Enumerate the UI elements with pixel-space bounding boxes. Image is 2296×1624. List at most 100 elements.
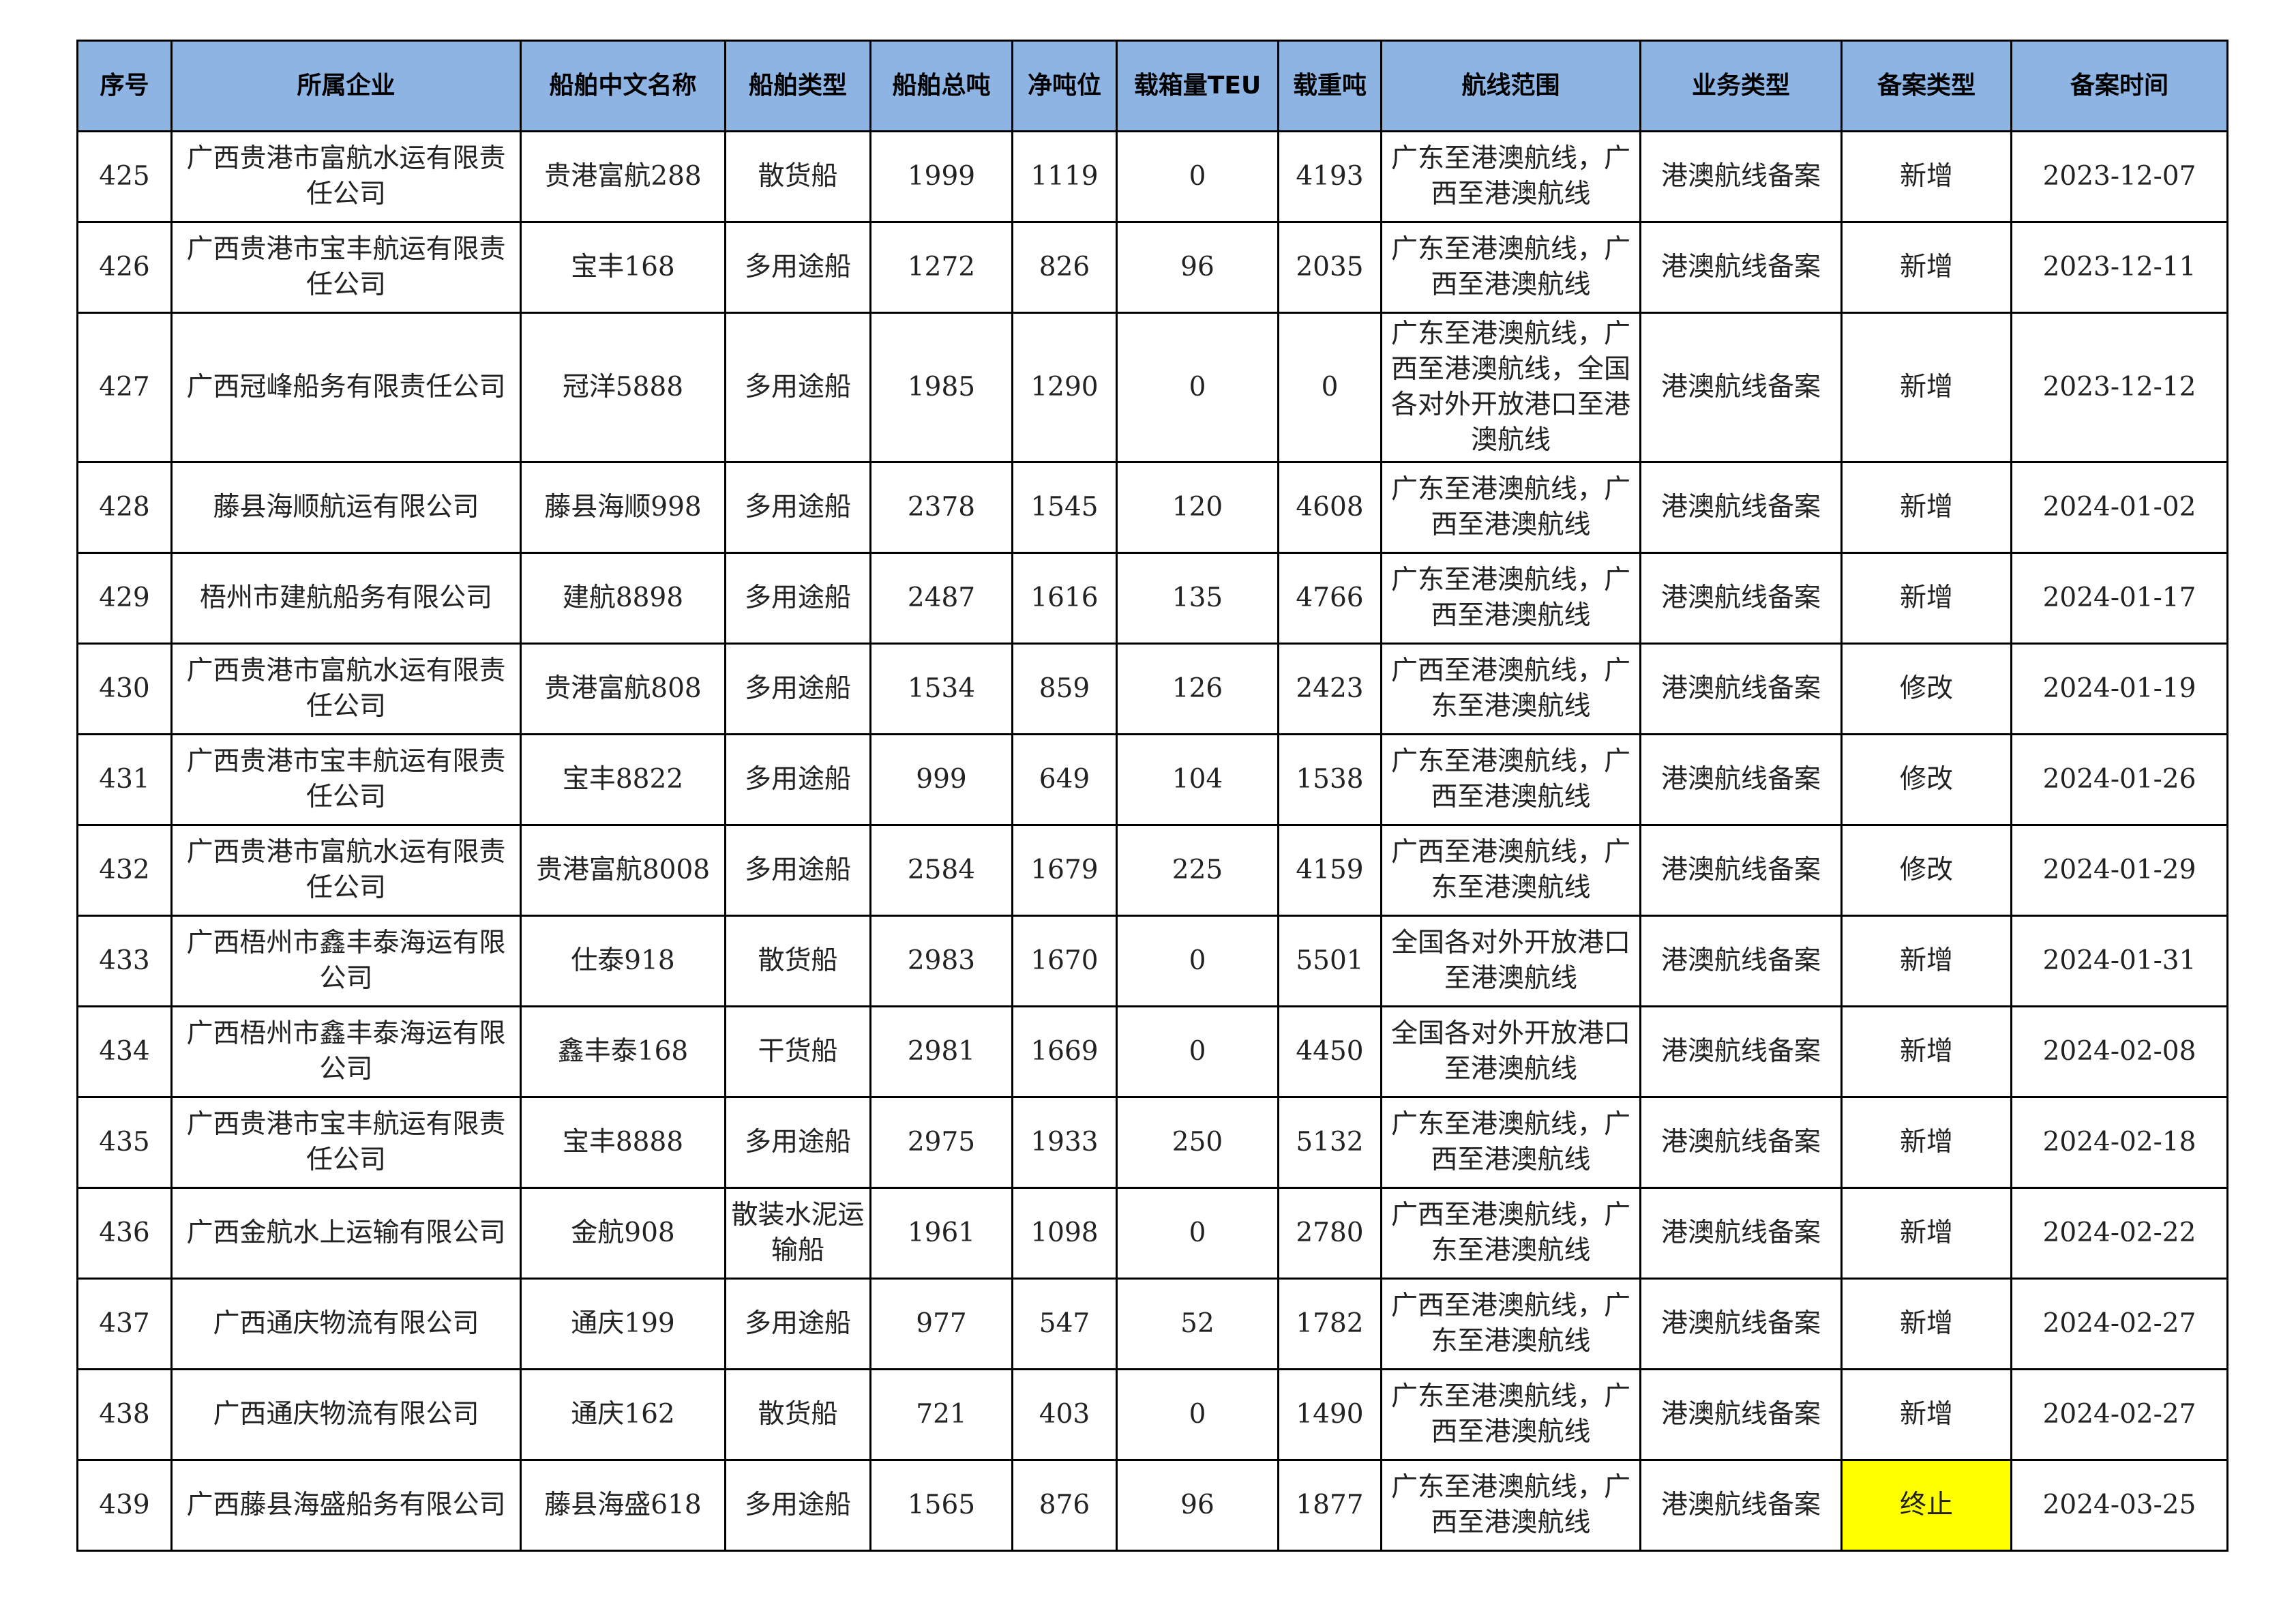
table-cell: 港澳航线备案 [1639, 461, 1843, 554]
table-cell: 广西至港澳航线，广东至港澳航线 [1380, 1187, 1641, 1280]
header-cell: 备案时间 [2010, 40, 2228, 132]
table-cell: 2983 [869, 915, 1013, 1007]
table-cell: 0 [1116, 915, 1279, 1007]
table-cell: 广西梧州市鑫丰泰海运有限公司 [170, 915, 522, 1007]
table-cell: 广西至港澳航线，广东至港澳航线 [1380, 643, 1641, 735]
table-cell: 1933 [1011, 1096, 1118, 1189]
table-cell: 修改 [1840, 824, 2012, 917]
table-row: 437 广西通庆物流有限公司 通庆199 多用途船 977 547 52 1782 广西至港澳航… [76, 1278, 2228, 1370]
table-cell: 0 [1116, 312, 1279, 463]
table-cell: 梧州市建航船务有限公司 [170, 552, 522, 645]
table-cell: 鑫丰泰168 [520, 1005, 726, 1098]
header-cell: 所属企业 [170, 40, 522, 132]
table-cell: 藤县海顺998 [520, 461, 726, 554]
table-cell: 721 [869, 1368, 1013, 1461]
table-cell: 135 [1116, 552, 1279, 645]
table-cell: 港澳航线备案 [1639, 824, 1843, 917]
table-cell: 广西梧州市鑫丰泰海运有限公司 [170, 1005, 522, 1098]
table-cell: 金航908 [520, 1187, 726, 1280]
table-cell: 649 [1011, 733, 1118, 826]
table-cell: 贵港富航288 [520, 130, 726, 223]
header-cell: 载重吨 [1277, 40, 1382, 132]
table-cell: 广西至港澳航线，广东至港澳航线 [1380, 1278, 1641, 1370]
table-cell: 港澳航线备案 [1639, 1368, 1843, 1461]
table-cell: 新增 [1840, 1278, 2012, 1370]
table-cell: 2024-01-26 [2010, 733, 2228, 826]
table-cell: 散货船 [724, 1368, 871, 1461]
table-cell: 新增 [1840, 461, 2012, 554]
table-cell: 1538 [1277, 733, 1382, 826]
table-cell: 1670 [1011, 915, 1118, 1007]
table-cell: 通庆199 [520, 1278, 726, 1370]
table-cell: 广东至港澳航线，广西至港澳航线 [1380, 1368, 1641, 1461]
table-cell: 0 [1277, 312, 1382, 463]
table-cell: 广西通庆物流有限公司 [170, 1368, 522, 1461]
table-cell: 2024-02-18 [2010, 1096, 2228, 1189]
table-cell: 2023-12-12 [2010, 312, 2228, 463]
table-cell: 4450 [1277, 1005, 1382, 1098]
table-cell: 港澳航线备案 [1639, 130, 1843, 223]
table-cell: 冠洋5888 [520, 312, 726, 463]
table-cell: 2024-02-27 [2010, 1368, 2228, 1461]
table-cell: 2024-01-29 [2010, 824, 2228, 917]
header-cell: 航线范围 [1380, 40, 1641, 132]
table-row: 432 广西贵港市富航水运有限责任公司 贵港富航8008 多用途船 2584 1679 22… [76, 824, 2228, 917]
table-row: 427 广西冠峰船务有限责任公司 冠洋5888 多用途船 1985 1290 0 0 广东至港澳… [76, 312, 2228, 463]
table-cell: 104 [1116, 733, 1279, 826]
table-cell: 广西冠峰船务有限责任公司 [170, 312, 522, 463]
table-cell: 多用途船 [724, 733, 871, 826]
table-cell: 0 [1116, 1368, 1279, 1461]
table-cell: 散货船 [724, 130, 871, 223]
table-cell: 2487 [869, 552, 1013, 645]
header-cell: 载箱量TEU [1116, 40, 1279, 132]
table-cell: 多用途船 [724, 221, 871, 314]
table-cell: 广东至港澳航线，广西至港澳航线，全国各对外开放港口至港澳航线 [1380, 312, 1641, 463]
table-cell: 多用途船 [724, 461, 871, 554]
table-row: 438 广西通庆物流有限公司 通庆162 散货船 721 403 0 1490 广东至港澳航线，… [76, 1368, 2228, 1461]
header-cell: 净吨位 [1011, 40, 1118, 132]
table-cell: 广西至港澳航线，广东至港澳航线 [1380, 824, 1641, 917]
table-cell: 1490 [1277, 1368, 1382, 1461]
table-cell: 2024-03-25 [2010, 1459, 2228, 1552]
table-cell: 全国各对外开放港口至港澳航线 [1380, 1005, 1641, 1098]
table-cell: 多用途船 [724, 1459, 871, 1552]
table-cell: 4193 [1277, 130, 1382, 223]
header-cell: 序号 [76, 40, 173, 132]
table-cell: 0 [1116, 1005, 1279, 1098]
table-row: 435 广西贵港市宝丰航运有限责任公司 宝丰8888 多用途船 2975 1933 250 5… [76, 1096, 2228, 1189]
table-cell: 广西金航水上运输有限公司 [170, 1187, 522, 1280]
header-cell: 船舶中文名称 [520, 40, 726, 132]
table-cell: 2981 [869, 1005, 1013, 1098]
table-cell: 1679 [1011, 824, 1118, 917]
table-cell: 826 [1011, 221, 1118, 314]
table-cell: 2024-02-27 [2010, 1278, 2228, 1370]
table-row: 433 广西梧州市鑫丰泰海运有限公司 仕泰918 散货船 2983 1670 0 5501 全国… [76, 915, 2228, 1007]
table-cell: 港澳航线备案 [1639, 1096, 1843, 1189]
header-cell: 业务类型 [1639, 40, 1843, 132]
table-cell: 426 [76, 221, 173, 314]
table-cell: 宝丰8822 [520, 733, 726, 826]
table-cell: 港澳航线备案 [1639, 733, 1843, 826]
table-row: 430 广西贵港市富航水运有限责任公司 贵港富航808 多用途船 1534 859 126 2… [76, 643, 2228, 735]
table-cell: 2024-02-08 [2010, 1005, 2228, 1098]
table-cell: 宝丰168 [520, 221, 726, 314]
table-cell: 港澳航线备案 [1639, 1459, 1843, 1552]
table-cell: 港澳航线备案 [1639, 221, 1843, 314]
table-cell: 2584 [869, 824, 1013, 917]
table-cell: 403 [1011, 1368, 1118, 1461]
table-cell: 1290 [1011, 312, 1118, 463]
record-table: 序号 所属企业 船舶中文名称 船舶类型 船舶总吨 净吨位 载箱量TEU 载重吨 航线范围 业务类型… [76, 40, 2228, 1552]
table-header: 序号 所属企业 船舶中文名称 船舶类型 船舶总吨 净吨位 载箱量TEU 载重吨 航线范围 业务类型… [76, 40, 2228, 132]
table-cell: 438 [76, 1368, 173, 1461]
table-cell: 2024-01-19 [2010, 643, 2228, 735]
table-cell: 2024-01-17 [2010, 552, 2228, 645]
table-cell: 1782 [1277, 1278, 1382, 1370]
table-cell: 427 [76, 312, 173, 463]
table-cell: 多用途船 [724, 552, 871, 645]
table-cell: 新增 [1840, 130, 2012, 223]
header-cell: 船舶类型 [724, 40, 871, 132]
table-cell: 宝丰8888 [520, 1096, 726, 1189]
table-cell: 4159 [1277, 824, 1382, 917]
table-cell: 435 [76, 1096, 173, 1189]
table-cell: 港澳航线备案 [1639, 643, 1843, 735]
